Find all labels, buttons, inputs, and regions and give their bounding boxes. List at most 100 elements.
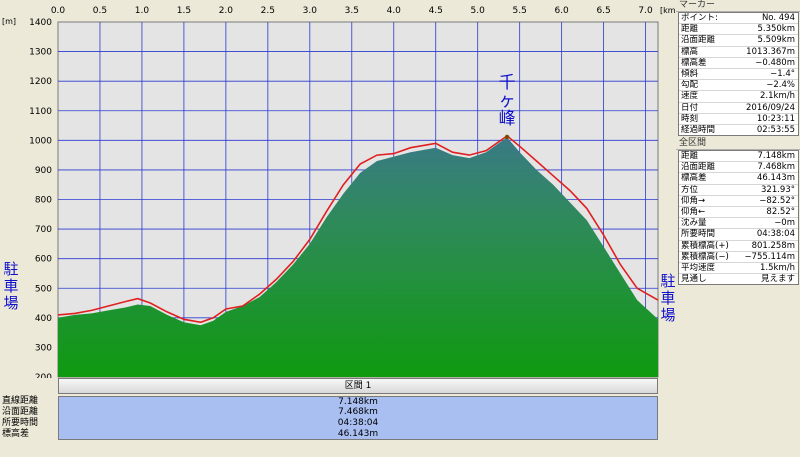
info-label: 経過時間 (681, 124, 716, 135)
marker-panel: ポイント: No. 494 距離 5.350km 沿面距離 5.509km 標高 1013.3… (678, 12, 799, 137)
stat-value: 46.143m (58, 429, 658, 440)
info-value: −1.4° (770, 68, 795, 79)
info-row: 速度 2.1km/h (679, 91, 798, 103)
x-tick-label: 5.0 (471, 6, 486, 16)
info-label: 方位 (681, 184, 699, 195)
info-value: −755.114m (744, 251, 795, 262)
info-value: 7.148km (757, 151, 795, 162)
marker-panel-title: マーカー (676, 0, 800, 12)
y-tick-label: 1300 (29, 48, 52, 58)
annotation-char: 駐 (3, 260, 18, 278)
x-axis-unit: [km] (660, 6, 675, 15)
info-label: 標高 (681, 46, 699, 57)
info-row: 距離 5.350km (679, 24, 798, 36)
info-label: 速度 (681, 91, 699, 102)
info-row: 経過時間 02:53:55 (679, 125, 798, 135)
info-value: 10:23:11 (756, 113, 795, 124)
info-row: 標高差 −0.480m (679, 58, 798, 69)
y-tick-label: 1200 (29, 77, 52, 87)
annotation-end: 駐車場 (660, 272, 675, 324)
info-value: −82.52° (759, 195, 795, 206)
annotation-char: 千 (499, 73, 516, 93)
section-stats: 直線距離 7.148km 沿面距離 7.468km 所要時間 04:38:04 … (0, 396, 660, 440)
info-value: 801.258m (751, 240, 795, 251)
info-row: 傾斜 −1.4° (679, 68, 798, 81)
x-tick-label: 7.0 (638, 6, 653, 16)
info-value: 7.468km (757, 162, 795, 173)
annotation-start: 駐車場 (3, 260, 18, 312)
info-value: 5.509km (757, 35, 795, 46)
annotation-char: ヶ (499, 91, 516, 111)
info-value: −0.480m (755, 57, 795, 68)
y-tick-label: 600 (35, 255, 52, 265)
info-value: 2.1km/h (760, 91, 795, 102)
info-panel: マーカー ポイント: No. 494 距離 5.350km 沿面距離 5.509km 標高 1… (676, 0, 800, 457)
stat-value: 7.468km (58, 407, 658, 418)
stat-value: 7.148km (58, 396, 658, 407)
info-label: 距離 (681, 151, 699, 162)
terrain-fill (58, 137, 658, 377)
annotation-peak: 千ヶ峰 (499, 73, 516, 129)
y-tick-label: 1400 (29, 18, 52, 28)
stat-row: 標高差 46.143m (0, 429, 660, 440)
info-label: 沿面距離 (681, 35, 716, 46)
y-tick-label: 400 (35, 314, 52, 324)
info-row: 勾配 −2.4% (679, 80, 798, 92)
section-header[interactable]: 区間 1 (58, 378, 658, 394)
info-row: 仰角→ −82.52° (679, 196, 798, 207)
info-value: 46.143m (756, 173, 795, 184)
x-tick-label: 3.0 (303, 6, 318, 16)
info-value: 321.93° (761, 184, 795, 195)
peak-marker-dot (504, 134, 510, 140)
x-tick-label: 2.0 (219, 6, 234, 16)
y-tick-label: 900 (35, 166, 52, 176)
info-value: −2.4% (766, 80, 795, 91)
y-axis-ticks: 200 300 400 500 600 700 800 900 1000 1100 1200 1300… (29, 18, 52, 378)
x-tick-label: 4.0 (387, 6, 402, 16)
info-value: 1013.367m (746, 46, 795, 57)
x-tick-label: 6.0 (554, 6, 569, 16)
x-tick-label: 0.0 (51, 6, 66, 16)
elevation-chart[interactable]: 0.0 0.5 1.0 1.5 2.0 2.5 3.0 3.5 4.0 4.5 5.0 5.5 6.0 6… (0, 0, 675, 457)
info-row: 累積標高(−) −755.114m (679, 252, 798, 263)
info-row: 時刻 10:23:11 (679, 114, 798, 125)
y-tick-label: 1000 (29, 136, 52, 146)
info-label: 勾配 (681, 80, 699, 91)
info-value: 5.350km (757, 24, 795, 35)
info-row: 平均速度 1.5km/h (679, 262, 798, 275)
stat-row: 直線距離 7.148km (0, 396, 660, 407)
stat-label: 標高差 (2, 429, 30, 439)
stat-label: 沿面距離 (2, 407, 39, 417)
info-row: 沿面距離 7.468km (679, 162, 798, 174)
total-panel-title: 全区間 (676, 138, 800, 151)
y-tick-label: 300 (35, 343, 52, 353)
info-label: 傾斜 (681, 68, 699, 79)
info-label: 仰角← (681, 207, 706, 217)
y-tick-label: 800 (35, 196, 52, 206)
info-row: 標高差 46.143m (679, 173, 798, 185)
y-tick-label: 200 (35, 373, 52, 378)
info-row: 沿面距離 5.509km (679, 35, 798, 47)
info-label: 距離 (681, 24, 699, 35)
elevation-profile-svg[interactable]: 0.0 0.5 1.0 1.5 2.0 2.5 3.0 3.5 4.0 4.5 5.0 5.5 6.0 6… (0, 0, 675, 378)
info-value: −0m (774, 218, 795, 229)
info-row: ポイント: No. 494 (679, 13, 798, 25)
annotation-char: 駐 (660, 272, 675, 290)
info-value: 82.52° (766, 207, 795, 217)
annotation-char: 場 (660, 306, 675, 324)
stat-row: 所要時間 04:38:04 (0, 418, 660, 429)
info-row: 沈み量 −0m (679, 218, 798, 230)
annotation-char: 峰 (499, 109, 516, 129)
stat-value: 04:38:04 (58, 418, 658, 429)
y-axis-unit: [m] (2, 17, 16, 26)
info-row: 距離 7.148km (679, 151, 798, 163)
info-row: 所要時間 04:38:04 (679, 229, 798, 241)
info-label: 所要時間 (681, 229, 716, 240)
x-tick-label: 2.5 (261, 6, 275, 16)
stat-label: 直線距離 (2, 396, 39, 406)
x-axis-ticks: 0.0 0.5 1.0 1.5 2.0 2.5 3.0 3.5 4.0 4.5 5.0 5.5 6.0 6… (51, 6, 653, 16)
annotation-char: 車 (3, 277, 18, 295)
info-label: 仰角→ (681, 195, 706, 206)
info-label: 平均速度 (681, 262, 716, 273)
y-tick-label: 500 (35, 284, 52, 294)
